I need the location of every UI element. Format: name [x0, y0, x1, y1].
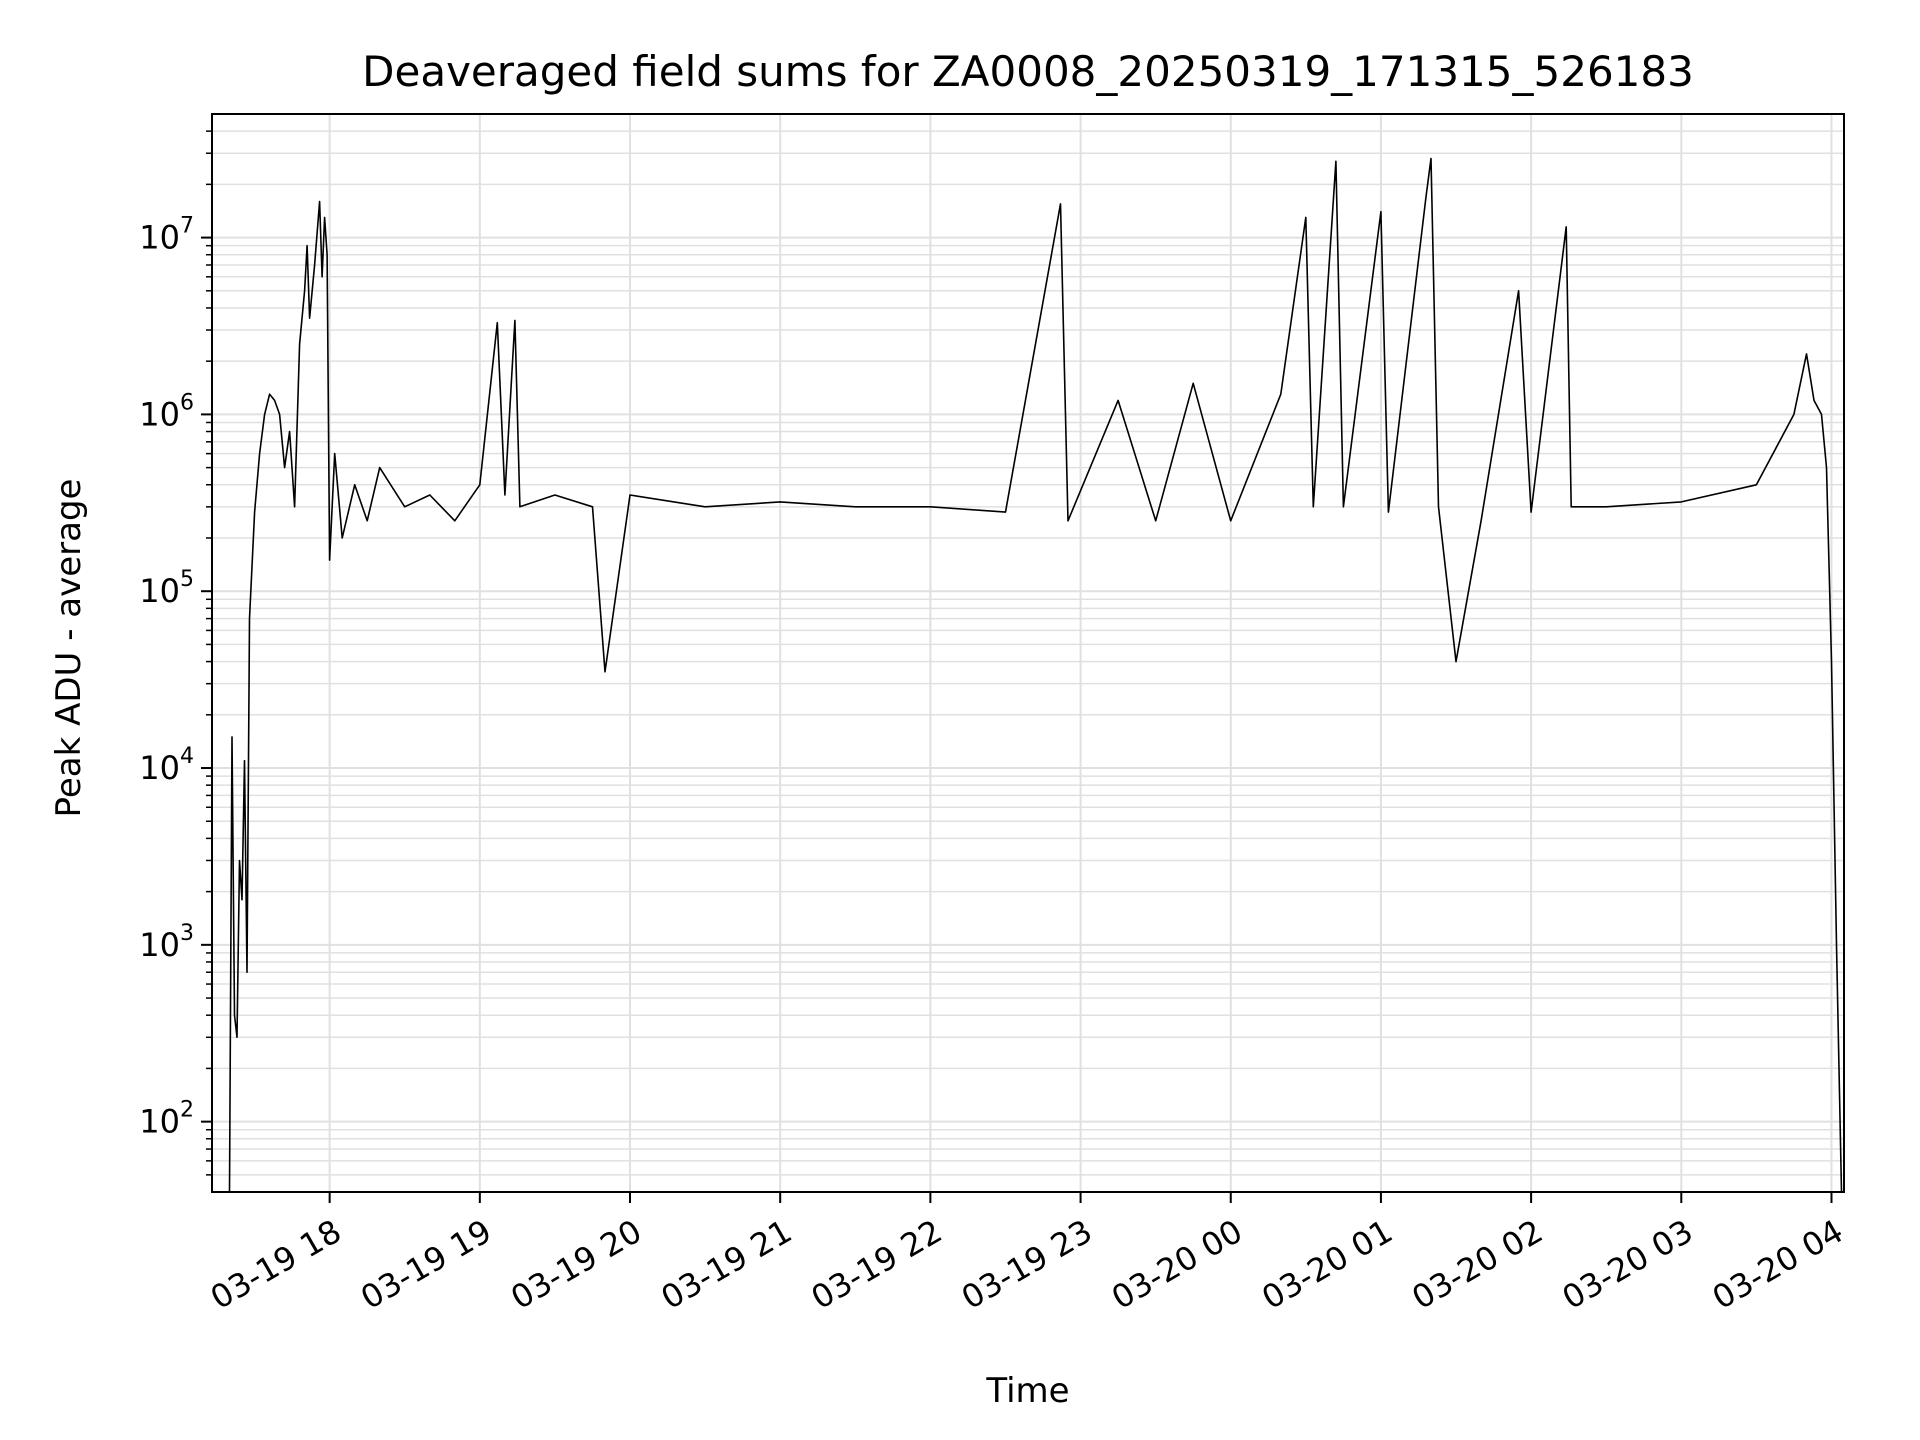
y-tick-label: 106: [139, 390, 194, 433]
series-layer: [228, 157, 1843, 1193]
plot-frame: [211, 113, 1845, 1193]
x-tick-label: 03-20 02: [1406, 1212, 1550, 1317]
x-tick-label: 03-20 01: [1255, 1212, 1399, 1317]
y-tick-label: 103: [139, 921, 194, 964]
y-tick-label: 107: [139, 214, 194, 257]
y-axis-label: Peak ADU - average: [49, 479, 89, 818]
x-axis-label: Time: [985, 1371, 1069, 1411]
x-tick-label: 03-19 23: [955, 1212, 1099, 1317]
chart-title: Deaveraged field sums for ZA0008_2025031…: [362, 47, 1694, 96]
x-tick-label: 03-20 04: [1706, 1212, 1850, 1317]
y-tick-label: 102: [139, 1098, 194, 1141]
data-series-line: [228, 157, 1843, 1193]
grid: [212, 114, 1844, 1192]
x-tick-label: 03-20 00: [1105, 1212, 1249, 1317]
x-tick-label: 03-19 22: [805, 1212, 949, 1317]
y-tick-label: 104: [139, 744, 194, 787]
x-tick-label: 03-19 21: [655, 1212, 799, 1317]
x-tick-label: 03-19 20: [504, 1212, 648, 1317]
x-tick-label: 03-20 03: [1556, 1212, 1700, 1317]
y-tick-label: 105: [139, 567, 194, 610]
x-tick-label: 03-19 18: [204, 1212, 348, 1317]
x-tick-label: 03-19 19: [354, 1212, 498, 1317]
